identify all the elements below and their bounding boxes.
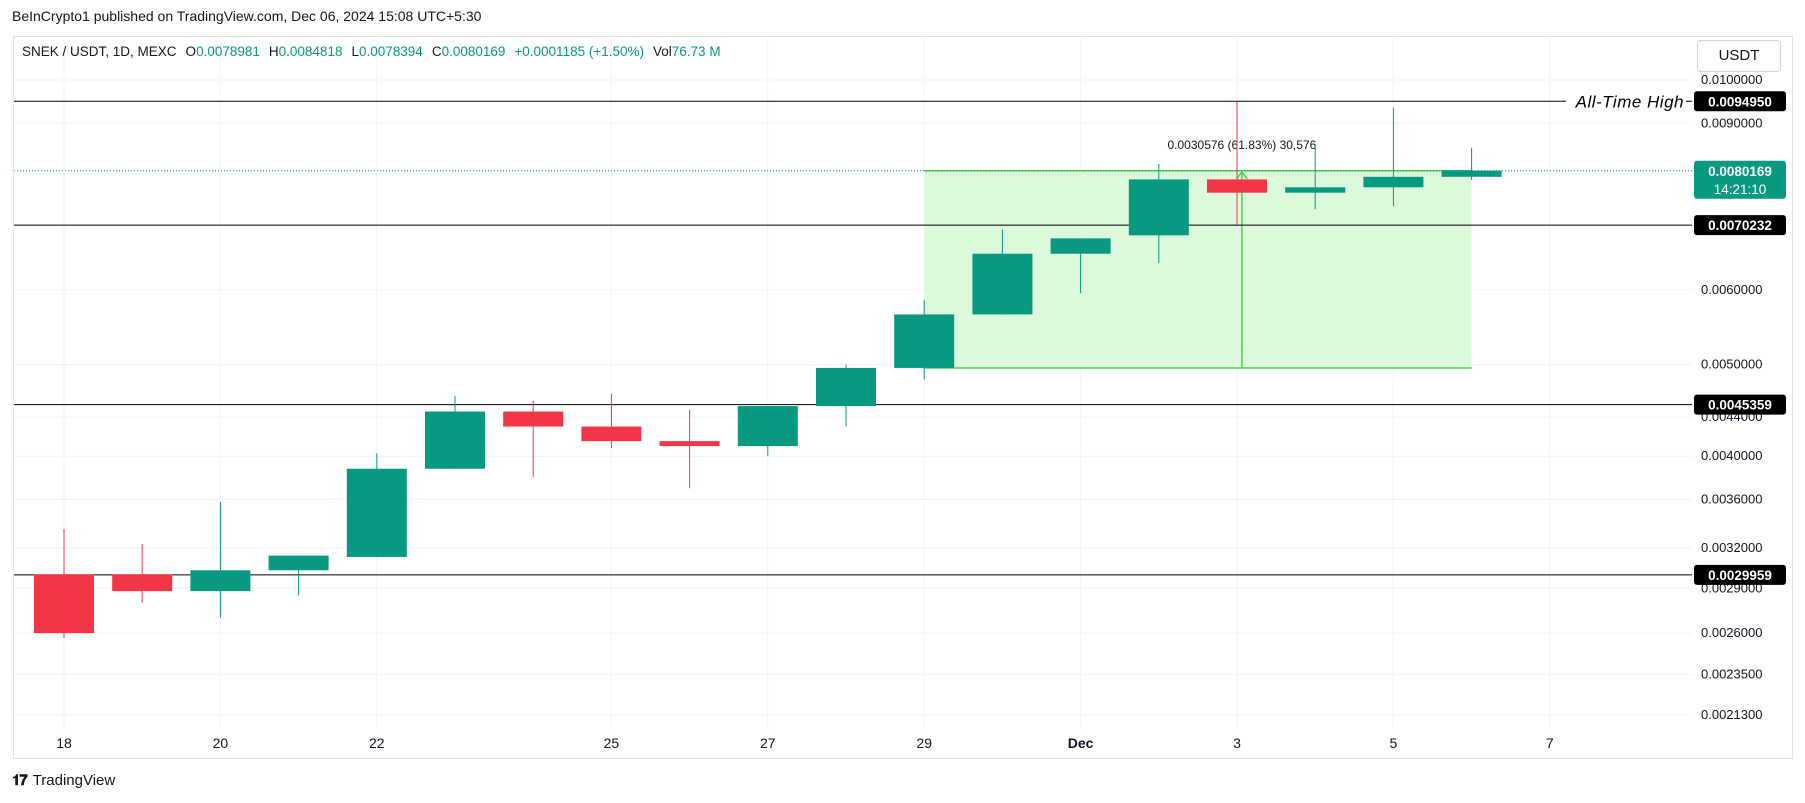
close-label: C — [431, 44, 442, 59]
candle-up — [268, 555, 329, 571]
candle-up — [1441, 170, 1502, 177]
time-tick-label: 20 — [213, 735, 229, 751]
measure-arrow-head — [1236, 170, 1248, 180]
tradingview-logo-icon: 𝟏𝟕 — [12, 772, 28, 789]
price-tick-label: 0.0100000 — [1701, 72, 1762, 87]
candle-down — [1207, 179, 1267, 193]
countdown-text: 14:21:10 — [1714, 182, 1767, 197]
price-tick-label: 0.0026000 — [1701, 625, 1762, 640]
candles-series — [34, 101, 1502, 638]
symbol-label[interactable]: SNEK / USDT, 1D, MEXC — [22, 44, 177, 59]
candle-up — [425, 411, 485, 469]
open-value: 0.0078981 — [196, 44, 260, 59]
candle-up — [972, 253, 1033, 315]
candle-up — [1363, 176, 1424, 188]
candle-down — [503, 411, 564, 427]
level-price-tag-text: 0.0094950 — [1708, 94, 1772, 109]
time-tick-label: Dec — [1068, 735, 1094, 751]
low-value: 0.0078394 — [358, 44, 423, 59]
candle-down — [659, 441, 720, 447]
price-tick-label: 0.0023500 — [1701, 667, 1762, 682]
time-tick-label: 18 — [56, 735, 72, 751]
price-tick-label: 0.0036000 — [1701, 492, 1762, 507]
close-value: 0.0080169 — [441, 44, 506, 59]
level-price-tag-text: 0.0029959 — [1708, 568, 1772, 583]
price-tick-label: 0.0060000 — [1701, 282, 1762, 297]
price-tick-label: 0.0050000 — [1701, 357, 1762, 372]
change-value: +0.0001185 (+1.50%) — [514, 44, 644, 59]
time-tick-label: 27 — [760, 735, 776, 751]
time-tick-label: 3 — [1233, 735, 1241, 751]
level-price-tag — [1694, 91, 1786, 112]
candle-down — [581, 426, 642, 442]
candle-up — [737, 406, 798, 447]
candle-up — [816, 367, 876, 407]
horizontal-levels: All-Time High — [14, 90, 1692, 576]
volume-value: 76.73 M — [671, 44, 721, 59]
open-label: O — [185, 44, 197, 59]
high-value: 0.0084818 — [278, 44, 343, 59]
volume-label: Vol — [653, 44, 672, 59]
candle-up — [894, 314, 955, 368]
high-label: H — [268, 44, 279, 59]
price-tags: 0.0094950 0.0070232 0.0045359 0.0029959 0.00… — [1694, 91, 1786, 585]
grid-lines — [14, 38, 1692, 730]
chart-frame — [13, 36, 1793, 759]
level-price-tag-text: 0.0045359 — [1708, 398, 1772, 413]
price-tick-label: 0.0021300 — [1701, 707, 1762, 722]
current-price-tag — [1694, 160, 1786, 199]
candle-up — [346, 468, 407, 557]
measure-range-tool: 0.0030576 (61.83%) 30,576 — [924, 138, 1472, 369]
ohlc-legend: SNEK / USDT, 1D, MEXC O0.0078981 H0.008481… — [22, 44, 721, 59]
ath-label-bg — [1566, 90, 1686, 111]
low-label: L — [351, 44, 359, 59]
measure-label: 0.0030576 (61.83%) 30,576 — [1168, 138, 1317, 152]
time-tick-label: 25 — [604, 735, 620, 751]
time-axis: 18 20 22 25 27 29 Dec 3 5 7 — [56, 735, 1554, 751]
time-tick-label: 7 — [1546, 735, 1554, 751]
time-tick-label: 5 — [1390, 735, 1398, 751]
current-price-tag-text: 0.0080169 — [1708, 164, 1772, 179]
level-price-tag — [1694, 394, 1786, 415]
candle-up — [190, 570, 251, 592]
currency-button[interactable]: USDT — [1697, 40, 1781, 72]
level-price-tag-text: 0.0070232 — [1708, 218, 1772, 233]
time-tick-label: 22 — [369, 735, 385, 751]
ath-label: All-Time High — [1575, 92, 1684, 111]
candle-up — [1285, 187, 1346, 193]
candle-up — [1128, 179, 1189, 236]
price-tick-label: 0.0032000 — [1701, 540, 1762, 555]
footer-brand[interactable]: 𝟏𝟕 TradingView — [12, 772, 115, 789]
level-price-tag — [1694, 564, 1786, 585]
time-tick-label: 29 — [916, 735, 932, 751]
candle-down — [112, 574, 173, 592]
publisher-caption: BeInCrypto1 published on TradingView.com… — [12, 8, 482, 24]
candle-down — [34, 574, 94, 634]
price-tick-label: 0.0090000 — [1701, 115, 1762, 130]
brand-name: TradingView — [32, 772, 116, 789]
level-price-tag — [1694, 215, 1786, 236]
price-tick-label: 0.0040000 — [1701, 448, 1762, 463]
candle-up — [1050, 238, 1111, 254]
